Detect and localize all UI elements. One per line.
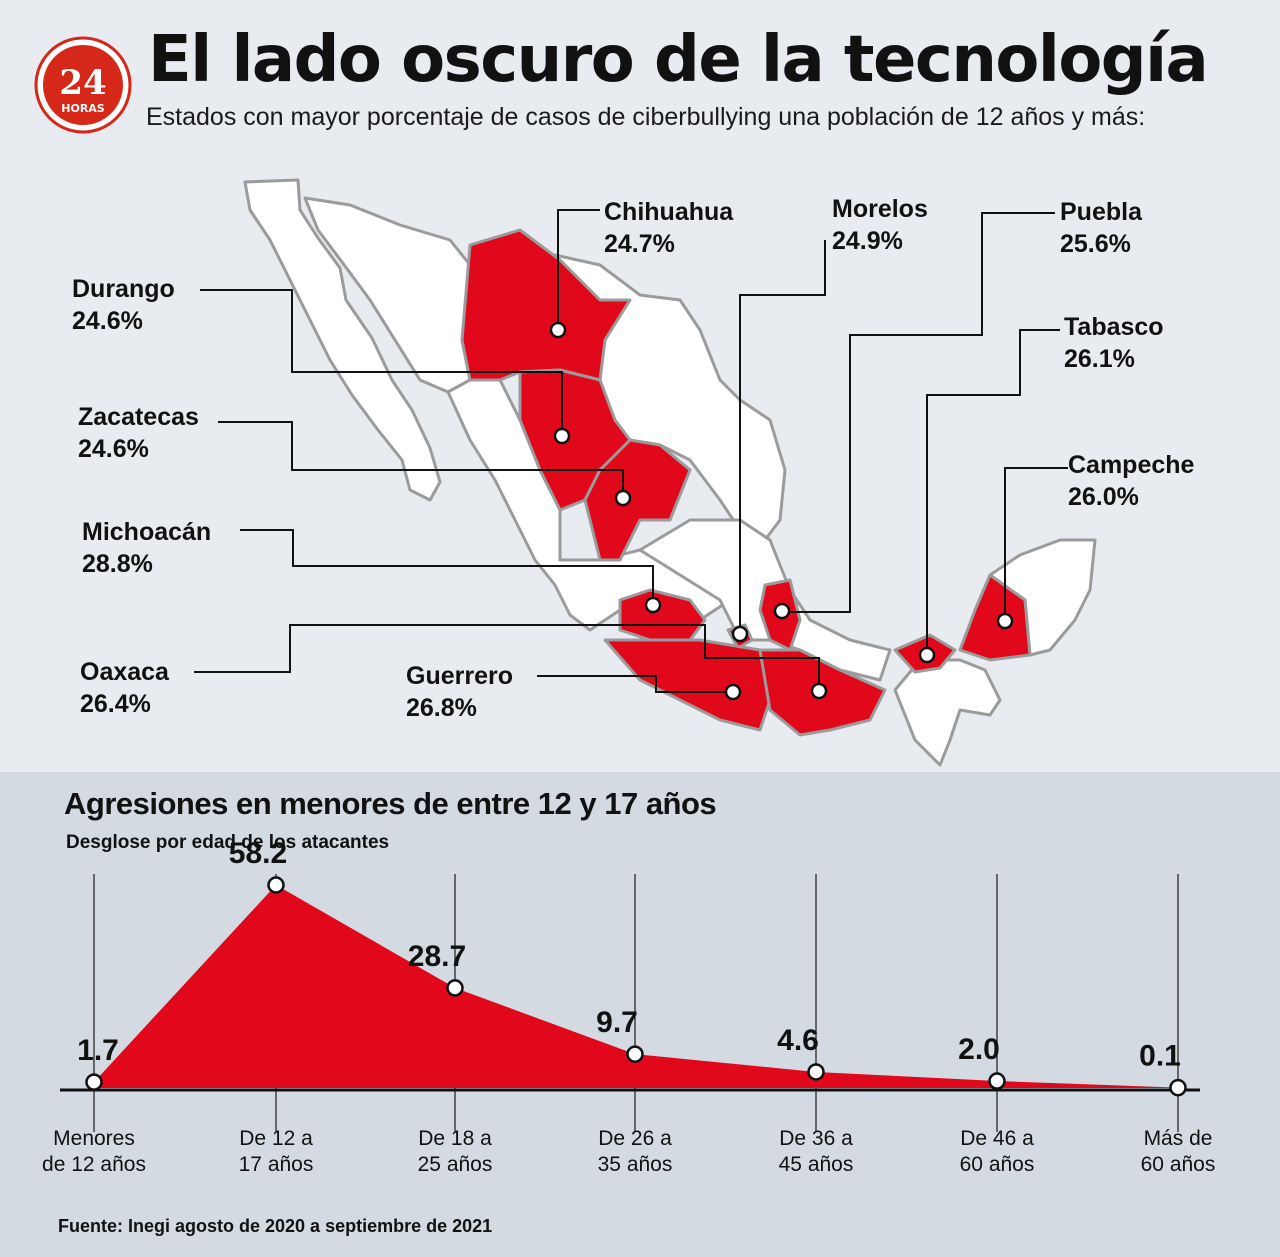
category-label: De 12 a 17 años [238, 1127, 314, 1176]
state-campeche-shape [958, 573, 1032, 662]
marker-puebla [773, 602, 791, 620]
source-note: Fuente: Inegi agosto de 2020 a septiembr… [58, 1216, 493, 1236]
category-label: De 36 a 45 años [778, 1127, 854, 1176]
leader-line-tabasco [926, 329, 1060, 654]
data-value-label: 4.6 [777, 1024, 819, 1057]
category-label: De 18 a 25 años [417, 1127, 493, 1176]
data-point [85, 1073, 103, 1091]
leader-line-campeche [1004, 467, 1068, 620]
page-subtitle: Estados con mayor porcentaje de casos de… [146, 103, 1146, 131]
data-value-label: 0.1 [1139, 1040, 1181, 1073]
leader-line-zacatecas [218, 421, 624, 497]
svg-text:24: 24 [59, 63, 106, 103]
label-puebla: Puebla 25.6% [1060, 196, 1142, 260]
label-oaxaca: Oaxaca 26.4% [80, 656, 169, 720]
state-value: 26.8% [406, 694, 477, 722]
state-value: 24.6% [72, 307, 143, 335]
label-michoacan: Michoacán 28.8% [82, 516, 211, 580]
data-point [626, 1045, 644, 1063]
state-name: Campeche [1068, 451, 1195, 479]
marker-zacatecas [614, 489, 632, 507]
leader-line-durango [200, 289, 563, 434]
state-guerrero-shape [603, 638, 772, 732]
state-value: 24.6% [78, 435, 149, 463]
state-name: Oaxaca [80, 658, 169, 686]
state-value: 26.0% [1068, 483, 1139, 511]
marker-morelos [731, 625, 749, 643]
state-name: Chihuahua [604, 198, 734, 226]
leader-line-chihuahua [557, 209, 600, 328]
data-value-label: 28.7 [408, 940, 466, 973]
page-title: El lado oscuro de la tecnología [148, 23, 1209, 97]
state-name: Michoacán [82, 518, 212, 546]
marker-michoacan [644, 596, 662, 614]
24-horas-logo: 24 HORAS [34, 36, 132, 134]
data-value-label: 58.2 [229, 837, 287, 870]
label-campeche: Campeche 26.0% [1068, 449, 1194, 513]
leader-line-morelos [739, 240, 826, 632]
label-chihuahua: Chihuahua 24.7% [604, 196, 733, 260]
category-label: De 46 a 60 años [959, 1127, 1035, 1176]
marker-oaxaca [810, 682, 828, 700]
marker-guerrero [724, 683, 742, 701]
label-guerrero: Guerrero 26.8% [406, 660, 513, 724]
data-point [267, 876, 285, 894]
data-value-label: 2.0 [958, 1033, 1000, 1066]
chart-title: Agresiones en menores de entre 12 y 17 a… [64, 786, 717, 821]
state-value: 24.9% [832, 227, 903, 255]
state-name: Durango [72, 275, 175, 303]
marker-durango [553, 427, 571, 445]
label-durango: Durango 24.6% [72, 273, 175, 337]
state-name: Tabasco [1064, 313, 1164, 341]
state-name: Guerrero [406, 662, 513, 690]
state-name: Puebla [1060, 198, 1142, 226]
state-name: Morelos [832, 195, 928, 223]
category-label: Menores de 12 años [42, 1127, 146, 1176]
category-label: Más de 60 años [1140, 1127, 1216, 1176]
leader-line-puebla [782, 212, 1055, 613]
svg-text:HORAS: HORAS [61, 102, 105, 115]
label-zacatecas: Zacatecas 24.6% [78, 401, 199, 465]
state-value: 25.6% [1060, 230, 1131, 258]
state-name: Zacatecas [78, 403, 199, 431]
data-point [988, 1072, 1006, 1090]
leader-line-michoacan [240, 529, 654, 604]
state-value: 26.4% [80, 690, 151, 718]
mexico-map [194, 178, 1097, 767]
baja-california-shape [243, 178, 442, 502]
leader-line-oaxaca [194, 624, 820, 690]
marker-campeche [996, 612, 1014, 630]
leader-line-guerrero [537, 675, 732, 693]
state-value: 28.8% [82, 550, 153, 578]
label-morelos: Morelos 24.9% [832, 193, 928, 257]
area-series [94, 885, 1178, 1088]
label-tabasco: Tabasco 26.1% [1064, 311, 1164, 375]
data-point [807, 1063, 825, 1081]
state-value: 26.1% [1064, 345, 1135, 373]
data-point [1169, 1078, 1187, 1097]
chiapas-shape [893, 658, 1002, 767]
marker-tabasco [918, 646, 936, 664]
state-value: 24.7% [604, 230, 675, 258]
chart-section: Agresiones en menores de entre 12 y 17 a… [0, 772, 1280, 1257]
state-michoacan-shape [618, 588, 707, 642]
category-label: De 26 a 35 años [597, 1127, 673, 1176]
chart-subtitle: Desglose por edad de los atacantes [66, 832, 390, 853]
data-point [446, 979, 464, 997]
age-area-chart: 1.7 58.2 28.7 9.7 4.6 2.0 0.1 [60, 837, 1200, 1132]
marker-chihuahua [549, 321, 567, 339]
data-value-label: 1.7 [77, 1034, 119, 1067]
data-value-label: 9.7 [596, 1006, 638, 1039]
